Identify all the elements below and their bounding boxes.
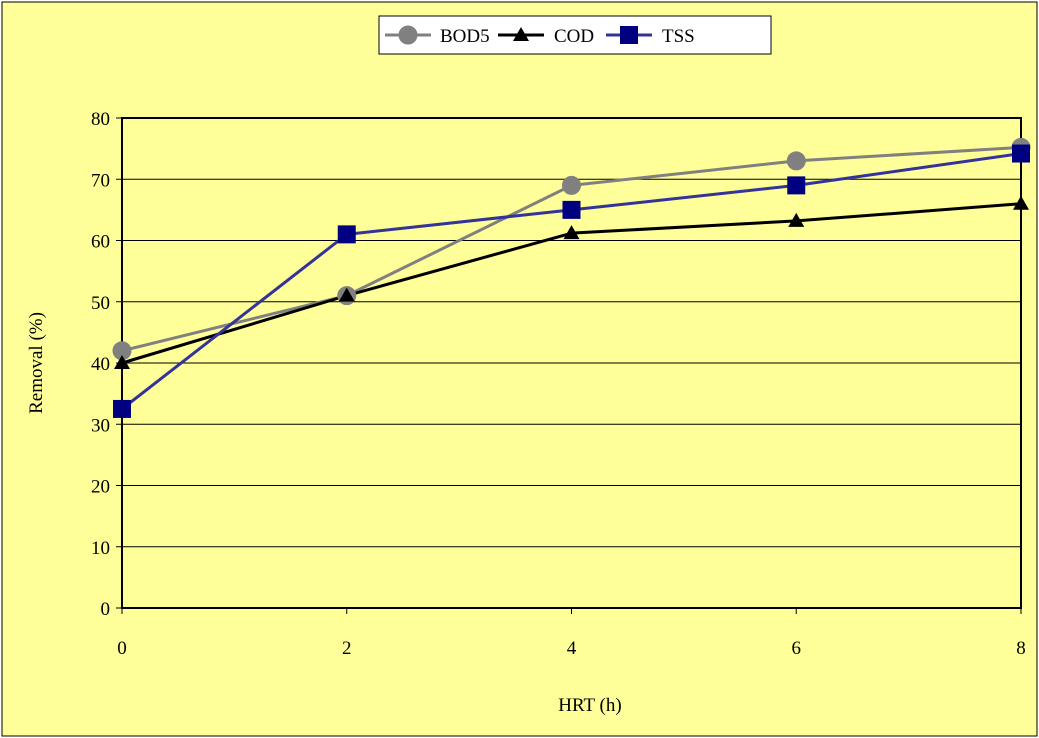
series-layer [112, 137, 1031, 418]
legend-tss-label: TSS [662, 26, 695, 47]
x-axis-title: HRT (h) [558, 695, 621, 716]
y-tick-label: 30 [91, 415, 110, 436]
y-tick-label: 10 [91, 538, 110, 559]
tss-point [787, 176, 806, 195]
legend-entries: BOD5 COD TSS [385, 25, 695, 47]
legend-box [378, 15, 772, 55]
y-axis-title: Removal (%) [26, 312, 47, 414]
tss-point [113, 399, 131, 418]
y-tick-label: 60 [91, 232, 110, 253]
y-tick-label: 40 [91, 354, 110, 375]
legend: BOD5 COD TSS [378, 15, 772, 55]
bod5-point [562, 175, 581, 195]
tss-point [562, 200, 581, 219]
bod5-point [786, 151, 806, 171]
x-tick-label: 2 [342, 638, 352, 659]
legend-bod5-label: BOD5 [440, 26, 490, 47]
cod-point [114, 355, 130, 369]
y-tick-label: 50 [91, 293, 110, 314]
tss-point [337, 225, 356, 244]
y-tick-label: 80 [91, 109, 110, 130]
x-tick-label: 4 [567, 638, 577, 659]
y-tick-label: 20 [91, 477, 110, 498]
legend-bod5-marker [398, 25, 418, 45]
y-tick-label: 0 [101, 599, 111, 620]
tss-point [1012, 144, 1030, 163]
cod-point [788, 212, 805, 227]
x-tick-label: 0 [117, 638, 127, 659]
legend-cod-label: COD [554, 26, 594, 47]
cod-point [563, 225, 580, 240]
gridlines [122, 178, 1021, 548]
x-tick-label: 8 [1016, 638, 1026, 659]
x-tick-label: 6 [792, 638, 802, 659]
legend-cod-marker [513, 27, 529, 41]
cod-point [338, 287, 355, 302]
y-tick-label: 70 [91, 170, 110, 191]
cod-point [1013, 195, 1029, 210]
axis-ticks: 0 10 20 30 40 50 60 70 80 0 2 4 6 8 [91, 109, 1026, 659]
legend-tss-marker [620, 26, 638, 44]
